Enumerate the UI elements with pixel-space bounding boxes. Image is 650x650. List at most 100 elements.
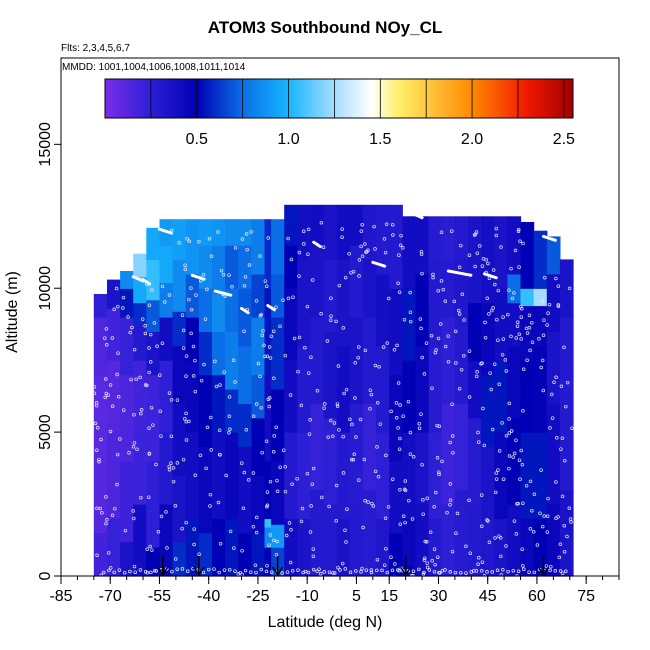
track-point	[321, 245, 326, 249]
track-point	[171, 479, 176, 484]
track-point	[518, 477, 522, 482]
track-point	[394, 416, 399, 420]
track-point	[432, 504, 436, 509]
level-segment	[266, 304, 276, 312]
track-point	[286, 296, 291, 301]
heatmap-cell	[336, 432, 351, 519]
track-point	[443, 299, 448, 304]
track-point	[422, 558, 427, 562]
track-point	[395, 343, 399, 348]
track-point	[525, 331, 530, 335]
track-point	[117, 568, 122, 572]
latitude-arrow	[193, 556, 205, 577]
heatmap-cell	[546, 331, 561, 404]
track-point	[507, 466, 511, 471]
heatmap-cell	[310, 245, 325, 318]
track-point	[299, 403, 304, 408]
heatmap-cell	[225, 518, 239, 577]
track-point	[265, 563, 269, 568]
track-point	[292, 336, 297, 341]
track-point	[491, 268, 496, 272]
track-point	[322, 406, 326, 410]
track-point	[110, 404, 115, 409]
heatmap-cell	[212, 294, 226, 332]
track-point	[449, 229, 454, 233]
track-point	[281, 448, 286, 452]
track-point	[326, 435, 330, 440]
track-point	[360, 566, 364, 571]
heatmap-cell	[172, 541, 187, 577]
track-point	[289, 528, 293, 532]
track-point	[150, 287, 154, 292]
heatmap-cell	[559, 403, 574, 491]
track-point	[436, 288, 441, 293]
track-point	[317, 567, 321, 571]
track-point	[430, 386, 434, 390]
track-point	[320, 495, 324, 500]
track-point	[183, 263, 187, 267]
heatmap-cell	[454, 216, 469, 261]
level-segment	[371, 260, 388, 269]
track-point	[501, 315, 505, 319]
heatmap-cell	[533, 432, 548, 519]
track-point	[408, 430, 413, 435]
track-point	[519, 315, 524, 319]
track-point	[512, 291, 516, 295]
track-point	[266, 236, 271, 240]
track-point	[455, 511, 460, 516]
track-point	[565, 380, 570, 385]
track-point	[203, 317, 208, 321]
track-point	[487, 540, 492, 545]
track-point	[116, 351, 120, 355]
track-point	[435, 423, 439, 428]
track-point	[513, 248, 518, 253]
heatmap-cell	[120, 317, 134, 376]
track-point	[448, 570, 453, 574]
heatmap-cell	[159, 282, 174, 318]
track-point	[240, 461, 244, 465]
track-point	[514, 438, 518, 442]
track-point	[218, 383, 222, 387]
track-point	[311, 554, 316, 558]
track-point	[233, 569, 237, 573]
heatmap-cell	[441, 403, 456, 505]
y-tick-label: 15000	[37, 122, 54, 167]
track-point	[95, 426, 100, 430]
track-point	[453, 329, 458, 334]
heatmap-cell	[441, 259, 456, 318]
track-point	[254, 570, 258, 575]
track-point	[439, 279, 444, 283]
track-point	[457, 312, 462, 316]
track-point	[507, 401, 512, 406]
heatmap-cell	[507, 273, 522, 304]
track-point	[121, 306, 125, 310]
track-point	[145, 571, 150, 575]
track-point	[344, 387, 349, 392]
track-point	[121, 295, 126, 300]
track-point	[556, 284, 561, 288]
track-point	[116, 395, 121, 399]
track-point	[143, 324, 147, 328]
track-point	[278, 465, 282, 469]
track-point	[147, 451, 152, 456]
track-point	[514, 336, 518, 340]
x-tick-label: -40	[197, 588, 220, 605]
y-tick-label: 10000	[37, 266, 54, 311]
track-point	[475, 370, 479, 374]
heatmap-cell	[238, 288, 252, 347]
track-point	[377, 364, 381, 369]
track-point	[428, 530, 433, 535]
track-point	[433, 350, 438, 355]
track-point	[175, 567, 179, 571]
heatmap-cell	[133, 276, 147, 304]
track-point	[520, 547, 524, 551]
heatmap-cell	[238, 345, 252, 404]
heatmap-cell	[284, 245, 298, 289]
track-point	[131, 509, 135, 513]
latitude-arrow	[157, 556, 169, 577]
heatmap-cell	[271, 273, 285, 318]
track-point	[115, 452, 120, 457]
track-point	[494, 226, 499, 231]
heatmap-cell	[172, 219, 187, 261]
track-point	[524, 483, 529, 488]
